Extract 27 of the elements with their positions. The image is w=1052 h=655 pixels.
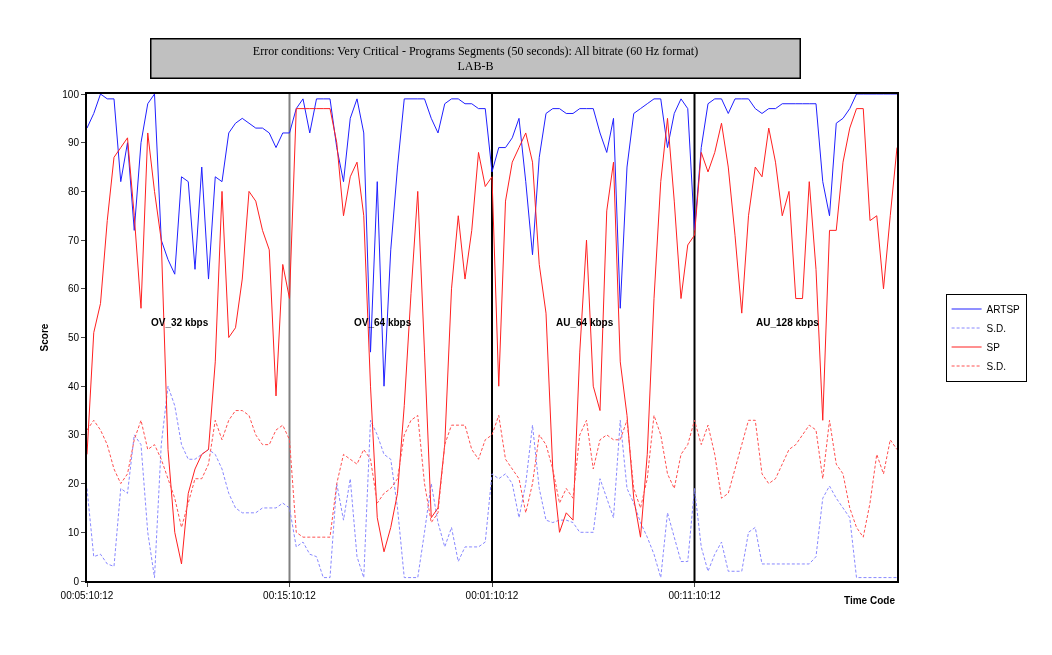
x-axis-title: Time Code	[844, 595, 896, 606]
y-tick-label: 50	[67, 332, 80, 343]
legend-label: S.D.	[986, 322, 1007, 334]
x-tick-label: 00:01:10:12	[465, 590, 519, 601]
y-tick-label: 40	[67, 380, 80, 392]
x-tick-label: 00:15:10:12	[263, 590, 317, 601]
y-tick-label: 10	[67, 526, 80, 538]
legend-label: SP	[986, 341, 1001, 353]
annotation: OV_32 kbps	[151, 317, 209, 328]
legend-label: S.D.	[986, 360, 1007, 372]
y-axis-title: Score	[38, 323, 50, 352]
x-tick-label: 00:05:10:12	[60, 590, 114, 601]
y-tick-label: 80	[67, 185, 80, 197]
line-series	[87, 410, 897, 538]
y-tick-label: 100	[62, 88, 80, 100]
y-tick-label: 0	[73, 575, 80, 587]
line-series	[87, 385, 897, 579]
y-tick-label: 60	[67, 283, 80, 295]
y-tick-label: 90	[67, 137, 80, 149]
legend-label: ARTSP	[986, 303, 1021, 315]
y-tick-label: 20	[67, 478, 80, 490]
x-tick-label: 00:11:10:12	[668, 590, 721, 601]
line-series	[87, 108, 897, 565]
chart-title: Error conditions: Very Critical - Programs Segments (50 seconds): All bitrate (60 Hz format) LAB-B	[252, 43, 699, 74]
y-tick-label: 70	[67, 234, 80, 246]
line-series	[87, 94, 897, 387]
y-tick-label: 30	[67, 429, 80, 441]
